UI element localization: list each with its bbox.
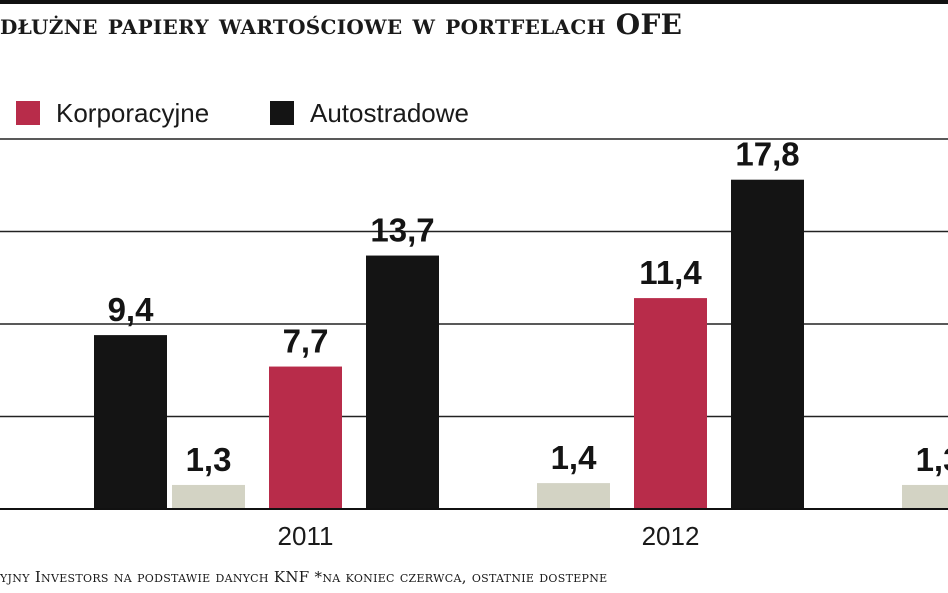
x-tick-label: 2011 bbox=[278, 521, 334, 551]
chart-title: dłużne papiery wartościowe w portfelach … bbox=[0, 8, 683, 41]
legend-swatch-korporacyjne bbox=[16, 101, 40, 125]
data-label: 17,8 bbox=[735, 136, 799, 173]
legend-item-autostradowe: Autostradowe bbox=[270, 96, 469, 130]
bar-series0-cat3 bbox=[902, 484, 948, 509]
bar-series2-cat1 bbox=[366, 255, 439, 509]
legend-item-korporacyjne: Korporacyjne bbox=[16, 96, 209, 130]
data-label: 13,7 bbox=[370, 212, 434, 249]
x-tick-label: 2012 bbox=[642, 521, 700, 551]
bar-series0-cat2 bbox=[537, 483, 610, 509]
top-rule bbox=[0, 0, 948, 4]
legend-label-autostradowe: Autostradowe bbox=[310, 97, 469, 128]
data-label: 1,3 bbox=[916, 441, 948, 478]
data-label: 1,4 bbox=[551, 439, 598, 476]
data-label: 1,3 bbox=[186, 441, 232, 478]
data-label: 7,7 bbox=[283, 323, 329, 360]
bar-series1-cat2 bbox=[634, 298, 707, 509]
bar-series2-cat2 bbox=[731, 179, 804, 509]
legend-swatch-autostradowe bbox=[270, 101, 294, 125]
source-note: yjny Investors na podstawie danych KNF *… bbox=[0, 568, 608, 586]
bar-series2-cat0 bbox=[94, 335, 167, 509]
bar-series1-cat1 bbox=[269, 366, 342, 509]
legend-label-korporacyjne: Korporacyjne bbox=[56, 97, 210, 128]
bar-series0-cat1 bbox=[172, 484, 245, 509]
data-label: 11,4 bbox=[639, 254, 702, 291]
data-label: 9,4 bbox=[108, 291, 155, 328]
